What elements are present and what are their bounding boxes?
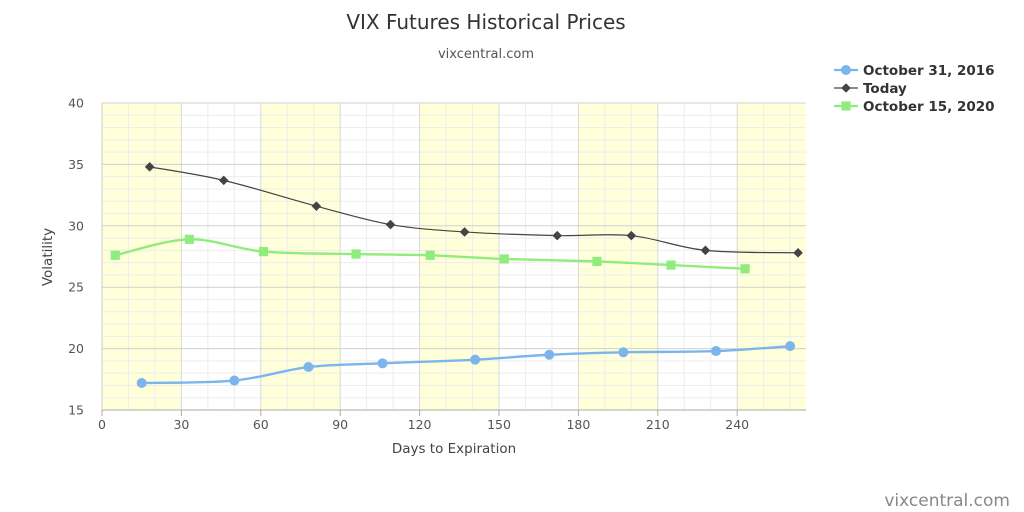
y-tick-label: 15 (68, 403, 84, 418)
data-point (351, 249, 361, 259)
legend-item-2: October 15, 2020 (834, 99, 995, 115)
legend-item-1: Today (834, 81, 907, 97)
plot-band-4 (737, 103, 806, 410)
x-tick-label: 180 (566, 417, 590, 432)
x-tick-label: 60 (253, 417, 269, 432)
y-tick-label: 25 (68, 280, 84, 295)
data-point (110, 250, 120, 260)
data-point (711, 346, 722, 357)
x-tick-label: 120 (408, 417, 432, 432)
chart-subtitle: vixcentral.com (438, 47, 534, 62)
plot-band-3 (578, 103, 658, 410)
y-tick-label: 35 (68, 157, 84, 172)
data-point (311, 201, 322, 211)
data-point (425, 250, 435, 260)
data-point (385, 219, 396, 230)
legend-label: Today (863, 81, 907, 97)
y-tick-label: 20 (68, 341, 84, 356)
y-axis-title: Volatility (40, 228, 56, 286)
x-tick-label: 90 (332, 417, 348, 432)
data-point (229, 375, 240, 386)
data-point (303, 362, 314, 373)
data-point (740, 264, 750, 274)
data-point (666, 260, 676, 270)
data-point (626, 230, 637, 241)
x-tick-label: 30 (173, 417, 189, 432)
data-point (592, 256, 602, 267)
legend-symbol (841, 65, 851, 75)
x-tick-label: 210 (646, 417, 670, 432)
data-point (552, 230, 563, 241)
x-axis-title: Days to Expiration (392, 441, 516, 457)
legend: October 31, 2016 Today October 15, 2020 (834, 63, 995, 115)
x-tick-label: 150 (487, 417, 511, 432)
legend-label: October 31, 2016 (863, 63, 995, 79)
y-tick-label: 30 (68, 218, 84, 233)
data-point (144, 162, 155, 172)
data-point (499, 254, 509, 264)
credit-text: vixcentral.com (884, 491, 1010, 511)
data-point (544, 349, 555, 360)
x-tick-label: 0 (98, 417, 106, 432)
y-tick-label: 40 (68, 96, 84, 111)
chart-title: VIX Futures Historical Prices (346, 10, 625, 34)
plot-band-1 (260, 103, 341, 410)
plot-area: 0 30 60 90 120 150 180 210 240 15 20 25 30 35 40 (68, 96, 806, 432)
data-point (377, 358, 388, 369)
x-tick-label: 240 (725, 417, 749, 432)
data-point (618, 347, 629, 358)
data-point (184, 234, 194, 244)
data-point (785, 341, 796, 352)
data-point (258, 246, 269, 257)
legend-symbol (841, 83, 851, 93)
legend-symbol (841, 101, 851, 111)
series-2 (110, 234, 750, 274)
data-point (218, 175, 229, 186)
series-0 (136, 341, 796, 388)
series-1 (144, 162, 803, 258)
legend-label: October 15, 2020 (863, 99, 995, 115)
legend-item-0: October 31, 2016 (834, 63, 995, 79)
data-point (459, 227, 470, 237)
data-point (470, 354, 481, 365)
data-point (136, 377, 147, 388)
data-point (793, 248, 803, 258)
data-point (700, 245, 711, 256)
